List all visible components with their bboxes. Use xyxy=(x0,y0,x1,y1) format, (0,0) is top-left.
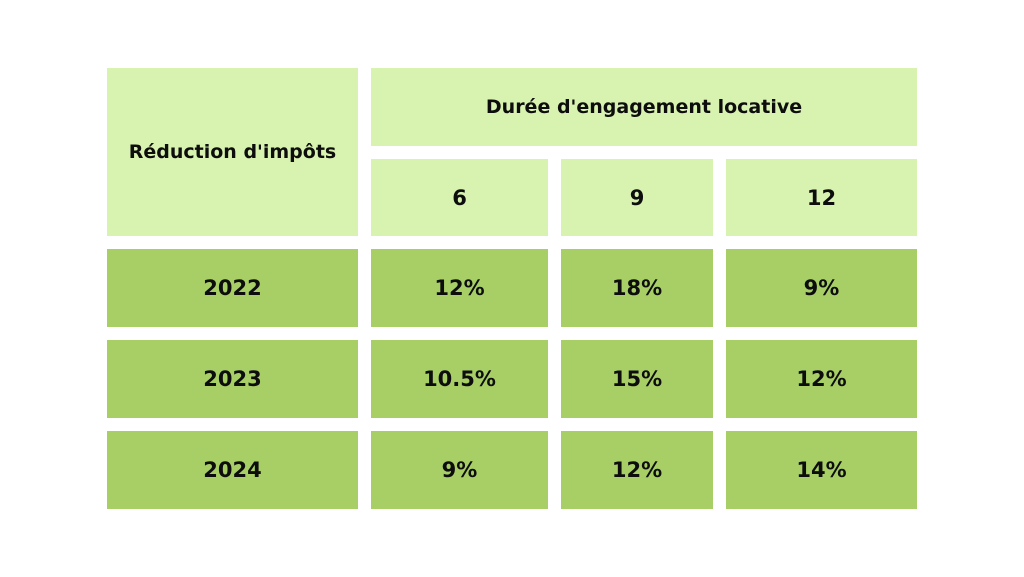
duration-label: 6 xyxy=(452,185,467,210)
duration-header-6: 6 xyxy=(371,159,548,236)
rate-value: 18% xyxy=(611,276,663,300)
rate-value: 12% xyxy=(796,367,847,391)
rate-value: 9% xyxy=(441,458,478,482)
table-row-year: 2022 xyxy=(107,249,358,327)
table-row-year: 2023 xyxy=(107,340,358,418)
table-cell: 9% xyxy=(726,249,917,327)
table-cell: 10.5% xyxy=(371,340,548,418)
table-row-year: 2024 xyxy=(107,431,358,509)
year-label: 2023 xyxy=(203,367,262,391)
year-label: 2022 xyxy=(203,276,262,300)
rate-value: 14% xyxy=(796,458,847,482)
group-header: Durée d'engagement locative xyxy=(371,68,917,146)
duration-header-12: 12 xyxy=(726,159,917,236)
year-label: 2024 xyxy=(203,458,262,482)
corner-header-label: Réduction d'impôts xyxy=(128,141,337,163)
duration-label: 12 xyxy=(806,185,837,210)
rate-value: 15% xyxy=(611,367,663,391)
rate-value: 12% xyxy=(611,458,663,482)
table-cell: 18% xyxy=(561,249,713,327)
table-cell: 12% xyxy=(726,340,917,418)
table-cell: 14% xyxy=(726,431,917,509)
group-header-label: Durée d'engagement locative xyxy=(485,96,803,118)
table-cell: 9% xyxy=(371,431,548,509)
table-cell: 15% xyxy=(561,340,713,418)
rate-value: 12% xyxy=(434,276,485,300)
table-cell: 12% xyxy=(561,431,713,509)
rate-value: 10.5% xyxy=(423,367,496,391)
corner-header: Réduction d'impôts xyxy=(107,68,358,236)
duration-header-9: 9 xyxy=(561,159,713,236)
rate-value: 9% xyxy=(803,276,840,300)
duration-label: 9 xyxy=(629,185,645,210)
table-cell: 12% xyxy=(371,249,548,327)
